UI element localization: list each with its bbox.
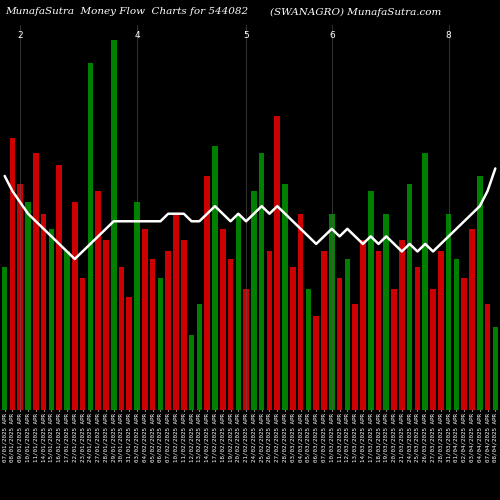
Bar: [212, 146, 218, 410]
Bar: [266, 252, 272, 410]
Bar: [392, 289, 397, 410]
Bar: [56, 164, 62, 410]
Text: (SWANAGRO) MunafaSutra.com: (SWANAGRO) MunafaSutra.com: [270, 8, 442, 16]
Bar: [414, 266, 420, 410]
Bar: [64, 252, 70, 410]
Bar: [314, 316, 319, 410]
Bar: [298, 214, 304, 410]
Bar: [118, 266, 124, 410]
Bar: [158, 278, 163, 410]
Bar: [126, 297, 132, 410]
Bar: [48, 229, 54, 410]
Bar: [196, 304, 202, 410]
Bar: [454, 259, 459, 410]
Bar: [33, 154, 38, 410]
Bar: [274, 116, 280, 410]
Bar: [2, 266, 8, 410]
Bar: [150, 259, 156, 410]
Bar: [251, 191, 256, 410]
Bar: [80, 278, 86, 410]
Bar: [10, 138, 16, 410]
Bar: [204, 176, 210, 410]
Bar: [399, 240, 404, 410]
Bar: [189, 334, 194, 410]
Bar: [166, 252, 171, 410]
Bar: [25, 202, 31, 410]
Bar: [360, 240, 366, 410]
Bar: [181, 240, 186, 410]
Bar: [337, 278, 342, 410]
Bar: [321, 252, 327, 410]
Bar: [446, 214, 452, 410]
Bar: [41, 214, 46, 410]
Bar: [259, 154, 264, 410]
Bar: [173, 214, 179, 410]
Bar: [306, 289, 311, 410]
Bar: [220, 229, 226, 410]
Text: 6: 6: [329, 31, 334, 40]
Bar: [492, 327, 498, 410]
Text: 4: 4: [134, 31, 140, 40]
Bar: [407, 184, 412, 410]
Text: 5: 5: [243, 31, 249, 40]
Bar: [228, 259, 234, 410]
Bar: [438, 252, 444, 410]
Bar: [96, 191, 101, 410]
Bar: [103, 240, 108, 410]
Bar: [72, 202, 78, 410]
Bar: [236, 214, 241, 410]
Bar: [88, 62, 93, 410]
Bar: [18, 184, 23, 410]
Bar: [368, 191, 374, 410]
Bar: [376, 252, 382, 410]
Bar: [384, 214, 389, 410]
Bar: [329, 214, 334, 410]
Bar: [484, 304, 490, 410]
Bar: [352, 304, 358, 410]
Bar: [477, 176, 482, 410]
Bar: [469, 229, 475, 410]
Bar: [430, 289, 436, 410]
Bar: [462, 278, 467, 410]
Bar: [290, 266, 296, 410]
Text: MunafaSutra  Money Flow  Charts for 544082: MunafaSutra Money Flow Charts for 544082: [5, 8, 248, 16]
Bar: [111, 40, 116, 410]
Bar: [142, 229, 148, 410]
Bar: [134, 202, 140, 410]
Bar: [244, 289, 249, 410]
Bar: [344, 259, 350, 410]
Text: 8: 8: [446, 31, 452, 40]
Bar: [422, 154, 428, 410]
Text: 2: 2: [18, 31, 23, 40]
Bar: [282, 184, 288, 410]
